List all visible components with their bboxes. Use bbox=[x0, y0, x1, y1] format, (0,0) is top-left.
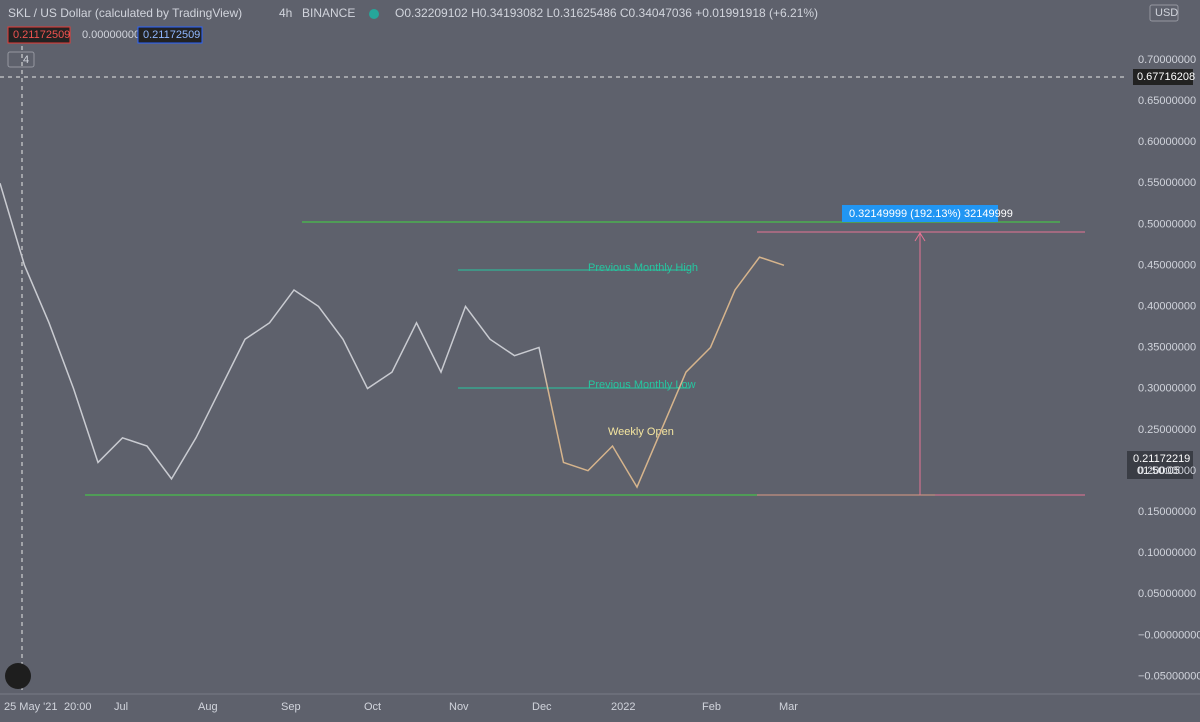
crosshair-price-box bbox=[1133, 69, 1193, 85]
last-price-box bbox=[1127, 451, 1193, 479]
logo[interactable] bbox=[5, 663, 31, 689]
badge-text: 0.21172509 bbox=[143, 29, 200, 41]
price-label: 0.05000000 bbox=[1138, 588, 1196, 600]
currency: USD bbox=[1155, 7, 1178, 19]
time-label: 25 May '21 bbox=[4, 701, 57, 713]
last-price: 0.21172219 bbox=[1133, 453, 1190, 465]
price-label: 0.15000000 bbox=[1138, 506, 1196, 518]
price-label: 0.20000000 bbox=[1138, 465, 1196, 477]
measure-label: 0.32149999 (192.13%) 32149999 bbox=[849, 208, 1013, 220]
price-label: 0.35000000 bbox=[1138, 342, 1196, 354]
price-label: −0.00000000 bbox=[1138, 629, 1200, 641]
currency-button[interactable] bbox=[1149, 4, 1179, 22]
crosshair-price: 0.67716208 bbox=[1137, 71, 1195, 83]
ohlc: O0.32209102 H0.34193082 L0.31625486 C0.3… bbox=[395, 6, 818, 20]
price-label: 0.55000000 bbox=[1138, 177, 1196, 189]
price-label: 0.60000000 bbox=[1138, 136, 1196, 148]
price-label: 0.50000000 bbox=[1138, 218, 1196, 230]
time-label: Sep bbox=[281, 701, 301, 713]
status-dot bbox=[369, 9, 379, 19]
measure-box[interactable] bbox=[842, 205, 998, 222]
price-label: 0.30000000 bbox=[1138, 383, 1196, 395]
price-label: 0.10000000 bbox=[1138, 547, 1196, 559]
time-label: Mar bbox=[779, 701, 798, 713]
annotation: Previous Monthly Low bbox=[588, 379, 696, 391]
time-label: 20:00 bbox=[64, 701, 92, 713]
time-label: Nov bbox=[449, 701, 469, 713]
price-axis[interactable] bbox=[1125, 0, 1200, 722]
collapsed-count: 4 bbox=[23, 54, 29, 66]
price-label: −0.05000000 bbox=[1138, 670, 1200, 682]
arrow-head bbox=[914, 232, 926, 242]
symbol: SKL / US Dollar (calculated by TradingVi… bbox=[8, 6, 242, 20]
exchange: BINANCE bbox=[302, 6, 355, 20]
interval: 4h bbox=[279, 6, 292, 20]
price-label: 0.25000000 bbox=[1138, 424, 1196, 436]
price-label: 0.40000000 bbox=[1138, 301, 1196, 313]
badge-text: 0.00000000 bbox=[82, 29, 140, 41]
time-label: Oct bbox=[364, 701, 381, 713]
price-trace bbox=[0, 182, 785, 489]
time-label: Dec bbox=[532, 701, 552, 713]
time-label: Aug bbox=[198, 701, 218, 713]
badge-text: 0.21172509 bbox=[13, 29, 70, 41]
annotation: Weekly Open bbox=[608, 426, 674, 438]
annotation: Previous Monthly High bbox=[588, 262, 698, 274]
price-label: 0.70000000 bbox=[1138, 54, 1196, 66]
time-label: 2022 bbox=[611, 701, 635, 713]
time-label: Feb bbox=[702, 701, 721, 713]
price-label: 0.65000000 bbox=[1138, 95, 1196, 107]
time-label: Jul bbox=[114, 701, 128, 713]
collapse-button[interactable] bbox=[7, 51, 35, 68]
badge bbox=[7, 26, 71, 44]
price-label: 0.45000000 bbox=[1138, 259, 1196, 271]
countdown: 01:50:05 bbox=[1137, 465, 1180, 477]
badge bbox=[137, 26, 203, 44]
